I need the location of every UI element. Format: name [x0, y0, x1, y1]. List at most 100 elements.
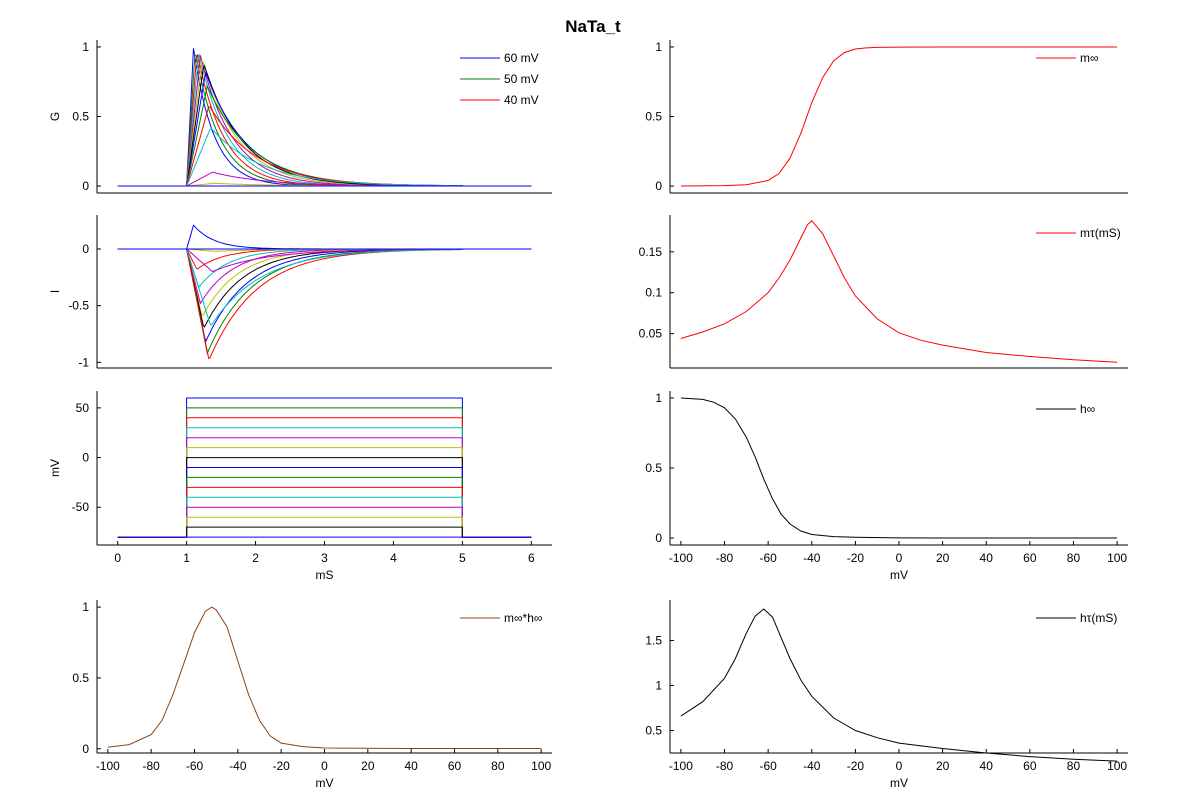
legend-entry: m∞*h∞ — [460, 611, 542, 625]
x-tick-label: 100 — [531, 759, 551, 773]
step--50mV — [117, 506, 532, 538]
y-tick-label: 50 — [76, 401, 90, 415]
x-tick-label: 1 — [183, 551, 190, 565]
legend-label: mτ(mS) — [1080, 226, 1121, 240]
trace-50mV — [117, 54, 532, 187]
y-tick-label: 0 — [82, 742, 89, 756]
x-tick-label: 100 — [1107, 551, 1127, 565]
x-axis-label: mV — [890, 568, 908, 582]
panel-I: -1 -0.5 0 I — [48, 215, 552, 369]
x-tick-label: 60 — [1023, 551, 1037, 565]
y-axis-label: I — [48, 290, 62, 293]
y-tick-label: 0 — [82, 242, 89, 256]
x-tick-label: -40 — [803, 551, 821, 565]
y-tick-label: 1.5 — [645, 634, 662, 648]
y-tick-label: 1 — [82, 40, 89, 54]
y-tick-label: -1 — [78, 355, 89, 369]
x-tick-label: 80 — [1067, 551, 1081, 565]
legend-label: hτ(mS) — [1080, 611, 1117, 625]
y-tick-label: 0 — [82, 179, 89, 193]
x-tick-label: -60 — [759, 551, 777, 565]
step-50mV — [117, 407, 532, 538]
trace--10mV — [117, 71, 532, 187]
legend-entry: 60 mV — [460, 51, 539, 65]
x-tick-label: 60 — [448, 759, 462, 773]
y-tick-label: -0.5 — [68, 299, 89, 313]
trace--10mV — [117, 248, 532, 343]
legend-label: 60 mV — [504, 51, 539, 65]
y-tick-label: 0 — [82, 451, 89, 465]
x-tick-label: -20 — [272, 759, 290, 773]
x-tick-label: -80 — [142, 759, 160, 773]
x-axis-label: mS — [316, 568, 334, 582]
panel-G: 0 0.5 1 G 60 mV 50 mV 40 mV — [48, 40, 552, 194]
trace-10mV — [117, 60, 532, 187]
x-tick-label: 0 — [321, 759, 328, 773]
x-tick-label: 4 — [390, 551, 397, 565]
x-tick-label: -20 — [847, 759, 865, 773]
x-tick-label: 5 — [459, 551, 466, 565]
series-line — [107, 606, 542, 749]
y-tick-label: 0.05 — [639, 327, 663, 341]
x-tick-label: -60 — [759, 759, 777, 773]
legend-entry: m∞ — [1036, 51, 1099, 65]
x-tick-label: 6 — [528, 551, 535, 565]
legend-entry: mτ(mS) — [1036, 226, 1121, 240]
trace--40mV — [117, 248, 532, 326]
trace--30mV — [117, 105, 532, 187]
legend-label: m∞*h∞ — [504, 611, 542, 625]
figure-title: NaTa_t — [565, 17, 621, 36]
trace-60mV — [117, 224, 532, 250]
panel-hinf: 0 0.5 1 -100 -80 -60 -40 -20 0 20 40 60 80 100 mV h∞ — [645, 391, 1128, 582]
x-tick-label: -20 — [847, 551, 865, 565]
x-tick-label: 20 — [936, 551, 950, 565]
y-tick-label: 0.15 — [639, 245, 663, 259]
x-tick-label: 0 — [896, 759, 903, 773]
legend-entry: h∞ — [1036, 402, 1095, 416]
x-tick-label: -100 — [669, 551, 693, 565]
series-line — [680, 46, 1118, 187]
step-10mV — [117, 447, 532, 538]
legend-label: 40 mV — [504, 93, 539, 107]
trace-20mV — [117, 55, 532, 187]
y-tick-label: 1 — [82, 600, 89, 614]
x-tick-label: 20 — [936, 759, 950, 773]
y-axis-label: G — [48, 112, 62, 121]
x-tick-label: 0 — [896, 551, 903, 565]
x-tick-label: 40 — [980, 551, 994, 565]
x-tick-label: 40 — [404, 759, 418, 773]
x-tick-label: -60 — [186, 759, 204, 773]
x-tick-label: -100 — [669, 759, 693, 773]
trace-0mV — [117, 64, 532, 187]
x-tick-label: -80 — [716, 551, 734, 565]
panel-mtau: 0.05 0.1 0.15 mτ(mS) — [639, 215, 1128, 369]
step--30mV — [117, 486, 532, 538]
legend-label: m∞ — [1080, 51, 1099, 65]
x-axis-label: mV — [890, 776, 908, 790]
panel-mh: 0 0.5 1 -100 -80 -60 -40 -20 0 20 40 60 80 100 mV m∞*h∞ — [72, 600, 552, 790]
x-tick-label: 80 — [1067, 759, 1081, 773]
y-tick-label: 1 — [655, 679, 662, 693]
trace--30mV — [117, 248, 532, 360]
x-tick-label: 40 — [980, 759, 994, 773]
trace-30mV — [117, 248, 532, 289]
x-axis-label: mV — [316, 776, 334, 790]
trace-60mV — [117, 48, 532, 187]
x-tick-label: 2 — [252, 551, 259, 565]
x-tick-label: 0 — [114, 551, 121, 565]
y-tick-label: 0.1 — [645, 286, 662, 300]
trace--20mV — [117, 248, 532, 355]
y-tick-label: 0 — [655, 531, 662, 545]
x-tick-label: 80 — [491, 759, 505, 773]
y-tick-label: 0.5 — [645, 461, 662, 475]
panel-htau: 0.5 1 1.5 -100 -80 -60 -40 -20 0 20 40 60 80 100 mV hτ(… — [645, 600, 1128, 790]
x-tick-label: 100 — [1107, 759, 1127, 773]
step-30mV — [117, 427, 532, 538]
panel-minf: 0 0.5 1 m∞ — [645, 40, 1128, 194]
legend-entry: 50 mV — [460, 72, 539, 86]
series-line — [680, 219, 1118, 363]
panel-V: -50 0 50 0 1 2 3 4 5 6 mS mV — [48, 391, 552, 582]
trace--40mV — [117, 127, 532, 187]
x-tick-label: 20 — [361, 759, 375, 773]
